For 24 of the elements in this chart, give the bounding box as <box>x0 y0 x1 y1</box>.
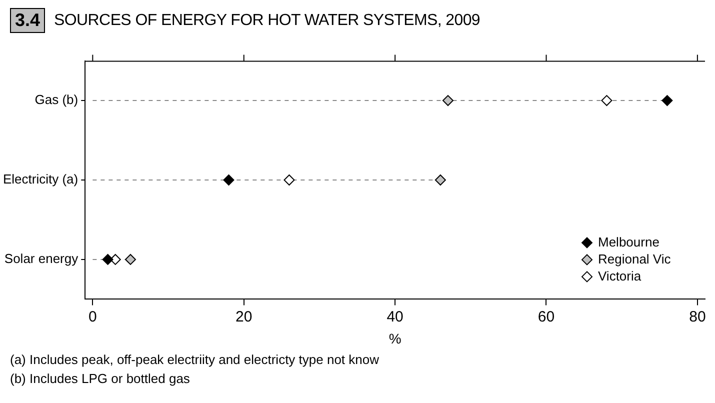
x-tick-label: 20 <box>236 308 252 326</box>
x-tick-label: 60 <box>538 308 555 326</box>
x-axis-title: % <box>388 330 402 346</box>
x-tick-label: 0 <box>88 308 97 326</box>
x-tick-label: 80 <box>689 308 706 326</box>
y-tick-label: Gas (b) <box>34 92 78 108</box>
chart-title: SOURCES OF ENERGY FOR HOT WATER SYSTEMS, 2009 <box>54 12 480 30</box>
legend-label: Victoria <box>598 268 642 284</box>
text: (b) Includes LPG or bottled gas <box>10 370 191 388</box>
y-tick-label: Solar energy <box>4 251 79 266</box>
x-tick-label: 40 <box>386 308 404 326</box>
point <box>434 174 446 186</box>
point <box>442 95 454 106</box>
point <box>124 254 136 265</box>
legend-label: Melbourne <box>598 234 660 250</box>
point <box>102 254 114 265</box>
legend-label: Regional Vic <box>598 251 672 266</box>
text: 3.4 <box>10 8 46 33</box>
y-tick-label: Electricity (a) <box>2 172 78 187</box>
point <box>284 174 295 186</box>
point <box>223 174 234 186</box>
point <box>662 95 673 106</box>
point <box>601 95 612 106</box>
text: (a) Includes peak, off-peak electriity and electricty type not know <box>10 351 380 369</box>
